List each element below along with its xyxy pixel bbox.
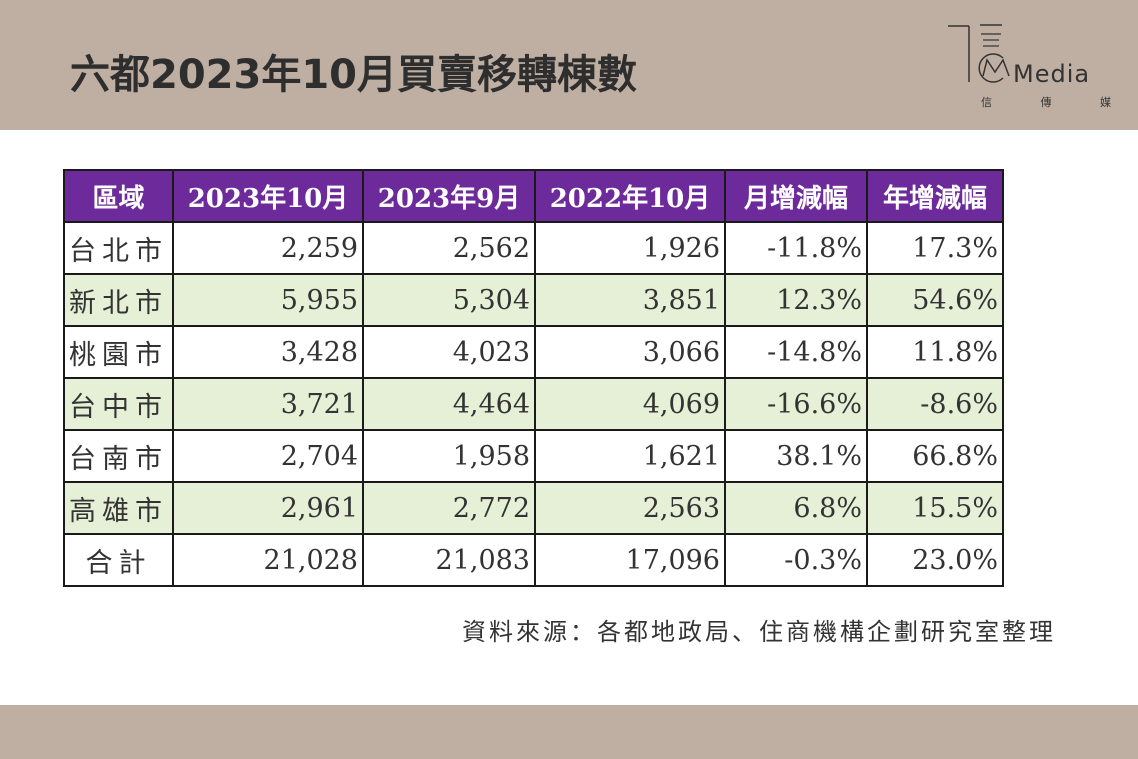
media-logo: Media 信 傳 媒 bbox=[945, 22, 1115, 117]
header-2022-oct: 2022年10月 bbox=[534, 169, 726, 223]
logo-sub-char: 媒 bbox=[1100, 96, 1111, 109]
value-cell: 1,926 bbox=[534, 221, 726, 275]
table-row: 高雄市 2,961 2,772 2,563 6.8% 15.5% bbox=[63, 481, 1004, 535]
value-cell: 15.5% bbox=[866, 481, 1004, 535]
area-cell: 高雄市 bbox=[63, 481, 174, 535]
value-cell: -16.6% bbox=[724, 377, 868, 431]
value-cell: -11.8% bbox=[724, 221, 868, 275]
source-note: 資料來源：各都地政局、住商機構企劃研究室整理 bbox=[462, 618, 1056, 646]
value-cell: 5,304 bbox=[362, 273, 536, 327]
value-cell: -8.6% bbox=[866, 377, 1004, 431]
table-row: 新北市 5,955 5,304 3,851 12.3% 54.6% bbox=[63, 273, 1004, 327]
header-yoy: 年增減幅 bbox=[866, 169, 1004, 223]
value-cell: 1,621 bbox=[534, 429, 726, 483]
value-cell: 2,259 bbox=[172, 221, 364, 275]
table-row: 台北市 2,259 2,562 1,926 -11.8% 17.3% bbox=[63, 221, 1004, 275]
logo-mark-icon bbox=[948, 24, 1010, 83]
page-title: 六都2023年10月買賣移轉棟數 bbox=[70, 52, 637, 98]
value-cell: 4,023 bbox=[362, 325, 536, 379]
value-cell: 11.8% bbox=[866, 325, 1004, 379]
value-cell: 54.6% bbox=[866, 273, 1004, 327]
table-row: 台中市 3,721 4,464 4,069 -16.6% -8.6% bbox=[63, 377, 1004, 431]
value-cell: 2,961 bbox=[172, 481, 364, 535]
value-cell: 3,721 bbox=[172, 377, 364, 431]
value-cell: 4,464 bbox=[362, 377, 536, 431]
area-cell: 台南市 bbox=[63, 429, 174, 483]
transfer-table: 區域 2023年10月 2023年9月 2022年10月 月增減幅 年增減幅 台… bbox=[63, 169, 1004, 587]
value-cell: 3,428 bbox=[172, 325, 364, 379]
value-cell: 2,704 bbox=[172, 429, 364, 483]
value-cell: 1,958 bbox=[362, 429, 536, 483]
footer-banner bbox=[0, 705, 1138, 759]
header-2023-oct: 2023年10月 bbox=[172, 169, 364, 223]
value-cell: 66.8% bbox=[866, 429, 1004, 483]
value-cell: 5,955 bbox=[172, 273, 364, 327]
value-cell: 4,069 bbox=[534, 377, 726, 431]
value-cell: 17,096 bbox=[534, 533, 726, 587]
value-cell: 21,028 bbox=[172, 533, 364, 587]
value-cell: 2,772 bbox=[362, 481, 536, 535]
table-row: 台南市 2,704 1,958 1,621 38.1% 66.8% bbox=[63, 429, 1004, 483]
value-cell: 17.3% bbox=[866, 221, 1004, 275]
value-cell: -0.3% bbox=[724, 533, 868, 587]
value-cell: 12.3% bbox=[724, 273, 868, 327]
value-cell: -14.8% bbox=[724, 325, 868, 379]
value-cell: 3,851 bbox=[534, 273, 726, 327]
logo-sub-char: 信 bbox=[981, 96, 992, 109]
header-area: 區域 bbox=[63, 169, 174, 223]
logo-text: Media bbox=[1013, 60, 1091, 88]
value-cell: 2,562 bbox=[362, 221, 536, 275]
value-cell: 23.0% bbox=[866, 533, 1004, 587]
value-cell: 6.8% bbox=[724, 481, 868, 535]
table-row: 合計 21,028 21,083 17,096 -0.3% 23.0% bbox=[63, 533, 1004, 587]
area-cell: 台中市 bbox=[63, 377, 174, 431]
area-cell: 合計 bbox=[63, 533, 174, 587]
area-cell: 桃園市 bbox=[63, 325, 174, 379]
value-cell: 38.1% bbox=[724, 429, 868, 483]
header-mom: 月增減幅 bbox=[724, 169, 868, 223]
header-banner: 六都2023年10月買賣移轉棟數 Media 信 傳 媒 bbox=[0, 0, 1138, 130]
header-2023-sep: 2023年9月 bbox=[362, 169, 536, 223]
area-cell: 新北市 bbox=[63, 273, 174, 327]
logo-sub-char: 傳 bbox=[1040, 96, 1052, 109]
area-cell: 台北市 bbox=[63, 221, 174, 275]
value-cell: 21,083 bbox=[362, 533, 536, 587]
value-cell: 3,066 bbox=[534, 325, 726, 379]
table-row: 桃園市 3,428 4,023 3,066 -14.8% 11.8% bbox=[63, 325, 1004, 379]
value-cell: 2,563 bbox=[534, 481, 726, 535]
logo-subtitle: 信 傳 媒 bbox=[981, 94, 1111, 110]
table-header-row: 區域 2023年10月 2023年9月 2022年10月 月增減幅 年增減幅 bbox=[63, 169, 1004, 223]
